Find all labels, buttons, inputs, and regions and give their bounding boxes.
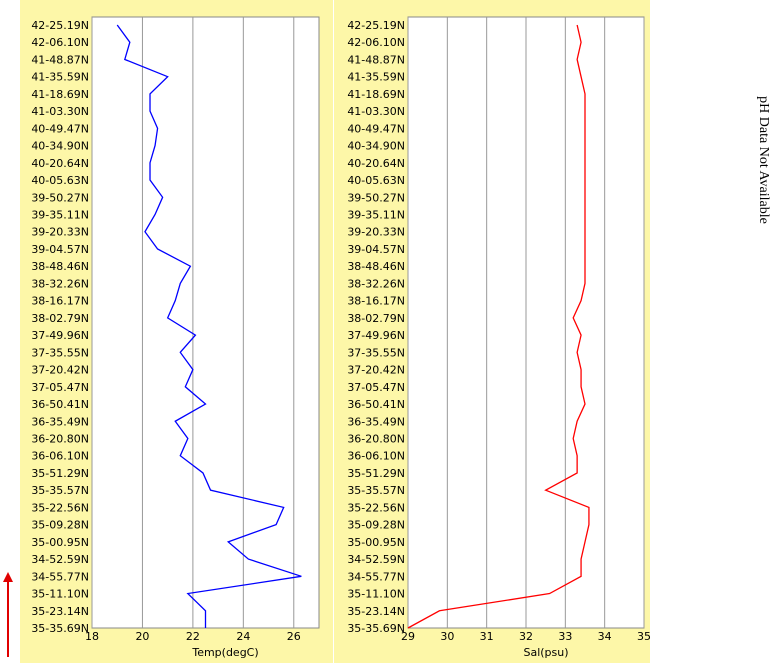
y-tick-label: 38-16.17N <box>31 295 89 308</box>
y-tick-label: 42-25.19N <box>347 19 405 32</box>
y-tick-label: 35-22.56N <box>347 501 405 514</box>
y-tick-label: 42-06.10N <box>31 36 89 49</box>
y-tick-label: 38-48.46N <box>347 260 405 273</box>
y-tick-label: 37-49.96N <box>347 329 405 342</box>
data-line <box>116 24 302 628</box>
y-tick-label: 36-20.80N <box>31 432 89 445</box>
y-tick-label: 39-35.11N <box>347 209 405 222</box>
y-tick-label: 40-34.90N <box>347 140 405 153</box>
y-tick-label: 41-18.69N <box>347 88 405 101</box>
y-tick-label: 40-20.64N <box>31 157 89 170</box>
y-tick-label: 38-02.79N <box>31 312 89 325</box>
y-tick-label: 36-20.80N <box>347 432 405 445</box>
x-tick-label: 35 <box>637 630 651 643</box>
y-tick-label: 37-05.47N <box>347 381 405 394</box>
y-tick-label: 35-22.56N <box>31 501 89 514</box>
y-tick-label: 38-48.46N <box>31 260 89 273</box>
y-tick-label: 40-49.47N <box>347 122 405 135</box>
y-tick-label: 40-05.63N <box>31 174 89 187</box>
y-tick-label: 37-35.55N <box>31 346 89 359</box>
y-tick-label: 35-35.57N <box>31 484 89 497</box>
y-tick-label: 41-03.30N <box>347 105 405 118</box>
y-tick-label: 37-05.47N <box>31 381 89 394</box>
y-tick-label: 37-49.96N <box>31 329 89 342</box>
y-tick-label: 40-05.63N <box>347 174 405 187</box>
y-tick-label: 35-00.95N <box>347 536 405 549</box>
y-tick-label: 36-50.41N <box>347 398 405 411</box>
y-tick-label: 37-20.42N <box>31 364 89 377</box>
y-tick-label: 35-23.14N <box>347 605 405 618</box>
y-tick-label: 39-50.27N <box>31 191 89 204</box>
y-tick-label: 38-32.26N <box>31 277 89 290</box>
y-tick-label: 36-50.41N <box>31 398 89 411</box>
y-tick-label: 38-02.79N <box>347 312 405 325</box>
y-tick-label: 39-20.33N <box>31 226 89 239</box>
y-tick-label: 34-55.77N <box>347 570 405 583</box>
x-tick-label: 22 <box>186 630 200 643</box>
y-tick-label: 40-34.90N <box>31 140 89 153</box>
x-tick-label: 18 <box>85 630 99 643</box>
y-tick-label: 40-20.64N <box>347 157 405 170</box>
y-tick-label: 36-06.10N <box>347 450 405 463</box>
y-tick-label: 35-11.10N <box>31 588 89 601</box>
x-tick-label: 20 <box>135 630 149 643</box>
x-tick-label: 31 <box>480 630 494 643</box>
y-tick-label: 37-20.42N <box>347 364 405 377</box>
data-line <box>407 24 590 629</box>
x-tick-label: 24 <box>236 630 250 643</box>
y-tick-label: 35-35.69N <box>347 622 405 635</box>
y-tick-label: 42-25.19N <box>31 19 89 32</box>
y-tick-label: 36-35.49N <box>347 415 405 428</box>
y-tick-label: 35-09.28N <box>347 519 405 532</box>
y-tick-label: 34-52.59N <box>347 553 405 566</box>
x-tick-label: 32 <box>519 630 533 643</box>
y-tick-label: 40-49.47N <box>31 122 89 135</box>
y-tick-label: 35-35.57N <box>347 484 405 497</box>
y-tick-label: 35-23.14N <box>31 605 89 618</box>
x-tick-label: 34 <box>598 630 612 643</box>
y-tick-label: 41-35.59N <box>347 71 405 84</box>
y-tick-label: 34-52.59N <box>31 553 89 566</box>
y-tick-label: 34-55.77N <box>31 570 89 583</box>
y-tick-label: 35-11.10N <box>347 588 405 601</box>
x-axis-label: Temp(degC) <box>191 646 258 659</box>
arrow-head <box>3 572 13 582</box>
y-tick-label: 35-51.29N <box>31 467 89 480</box>
y-tick-label: 41-48.87N <box>347 53 405 66</box>
x-tick-label: 29 <box>401 630 415 643</box>
x-axis-label: Sal(psu) <box>523 646 568 659</box>
y-tick-label: 41-03.30N <box>31 105 89 118</box>
y-tick-label: 35-51.29N <box>347 467 405 480</box>
ph-note: pH Data Not Available <box>756 96 771 224</box>
y-tick-label: 41-18.69N <box>31 88 89 101</box>
y-tick-label: 41-35.59N <box>31 71 89 84</box>
y-tick-label: 39-04.57N <box>31 243 89 256</box>
y-tick-label: 36-06.10N <box>31 450 89 463</box>
y-tick-label: 37-35.55N <box>347 346 405 359</box>
x-tick-label: 26 <box>287 630 301 643</box>
y-tick-label: 39-50.27N <box>347 191 405 204</box>
plot-area <box>91 16 320 629</box>
x-tick-label: 33 <box>558 630 572 643</box>
y-tick-label: 39-04.57N <box>347 243 405 256</box>
y-tick-label: 39-35.11N <box>31 209 89 222</box>
x-tick-label: 30 <box>440 630 454 643</box>
y-tick-label: 35-35.69N <box>31 622 89 635</box>
y-tick-label: 39-20.33N <box>347 226 405 239</box>
y-tick-label: 38-16.17N <box>347 295 405 308</box>
y-tick-label: 35-09.28N <box>31 519 89 532</box>
y-tick-label: 36-35.49N <box>31 415 89 428</box>
y-tick-label: 42-06.10N <box>347 36 405 49</box>
y-tick-label: 41-48.87N <box>31 53 89 66</box>
y-tick-label: 35-00.95N <box>31 536 89 549</box>
y-tick-label: 38-32.26N <box>347 277 405 290</box>
